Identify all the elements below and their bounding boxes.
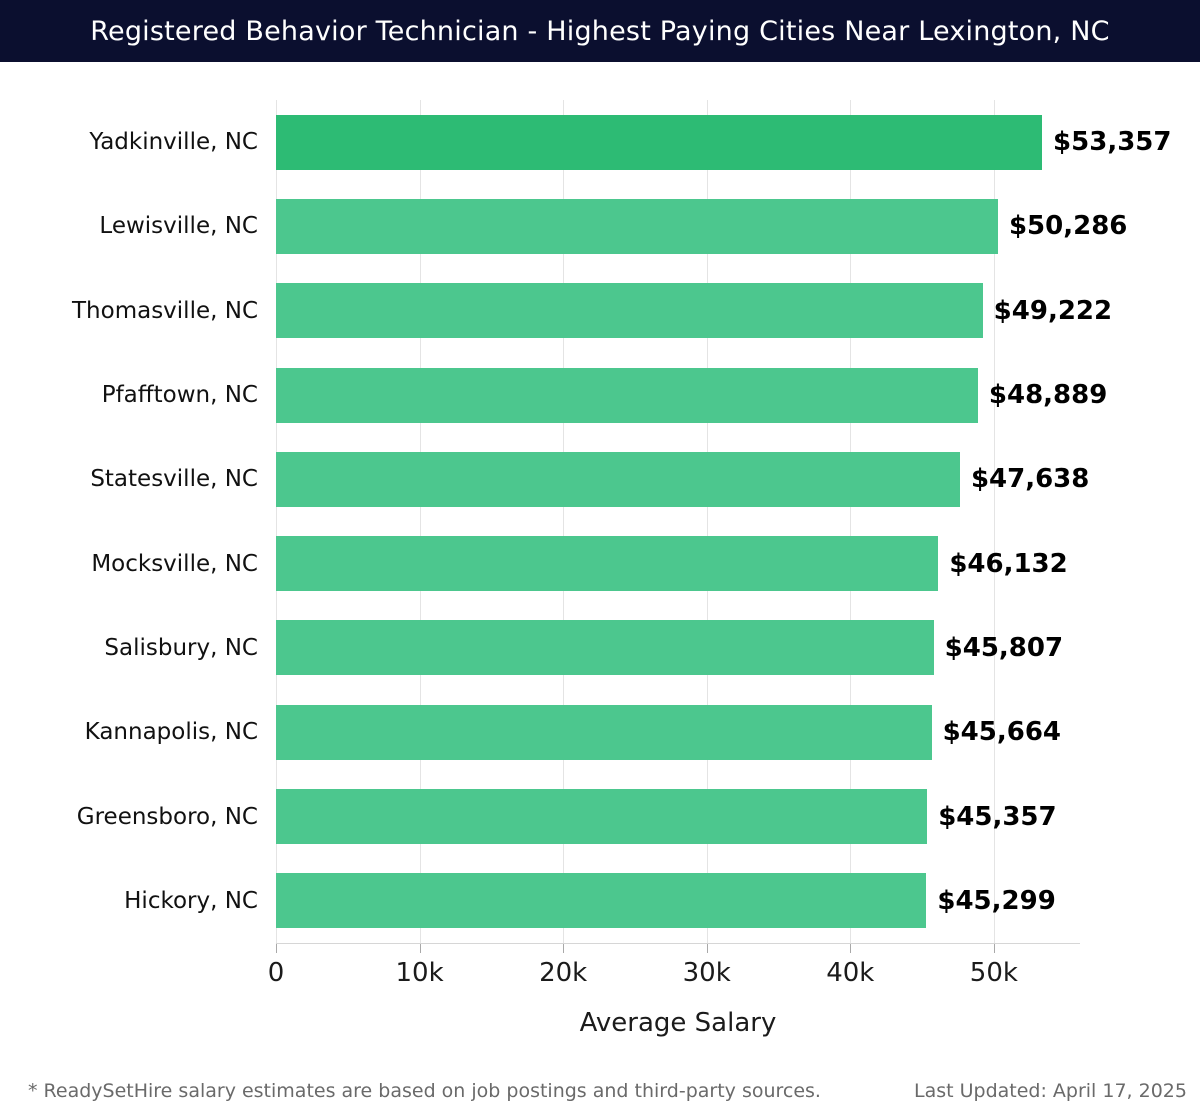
gridline <box>850 100 852 943</box>
value-label: $47,638 <box>970 464 1090 495</box>
salary-bar <box>276 704 932 760</box>
salary-bar <box>276 198 998 254</box>
x-axis-tick-labels: 0 10k 20k 30k 40k 50k <box>268 958 1080 990</box>
tick-label: 20k <box>539 958 588 988</box>
salary-bar <box>276 451 960 507</box>
bar-row: Statesville, NC $47,638 <box>90 437 1089 521</box>
gridline <box>993 100 995 943</box>
tick-label: 50k <box>969 958 1018 988</box>
value-label: $45,299 <box>937 885 1056 916</box>
gridline <box>419 100 421 943</box>
bar-row: Greensboro, NC $45,357 <box>77 774 1080 858</box>
category-label: Mocksville, NC <box>91 550 258 577</box>
bar-row: Yadkinville, NC $53,357 <box>89 100 1171 184</box>
value-label: $45,664 <box>942 717 1062 748</box>
bar-row: Hickory, NC $45,299 <box>124 859 1080 943</box>
tick-mark <box>563 944 565 953</box>
value-label: $46,132 <box>949 548 1068 579</box>
tick-mark <box>276 944 277 953</box>
bar-row: Pfafftown, NC $48,889 <box>102 353 1107 437</box>
category-label: Greensboro, NC <box>76 803 258 830</box>
salary-bar <box>276 283 983 339</box>
value-label: $53,357 <box>1053 127 1172 158</box>
tick-mark <box>993 944 995 953</box>
salary-bar <box>276 620 934 676</box>
salary-bar <box>276 536 939 592</box>
bar-row: Salisbury, NC $45,807 <box>104 606 1080 690</box>
category-label: Statesville, NC <box>90 466 258 493</box>
category-label: Thomasville, NC <box>72 297 258 324</box>
category-label: Salisbury, NC <box>104 634 258 661</box>
gridline <box>706 100 708 943</box>
category-label: Kannapolis, NC <box>84 719 258 746</box>
category-label: Pfafftown, NC <box>101 382 258 409</box>
bar-row: Mocksville, NC $46,132 <box>91 521 1080 605</box>
footer-note: * ReadySetHire salary estimates are base… <box>28 1080 821 1102</box>
value-label: $49,222 <box>993 295 1113 326</box>
value-label: $48,889 <box>988 380 1108 411</box>
gridline <box>276 100 277 943</box>
value-label: $50,286 <box>1008 211 1128 242</box>
tick-mark <box>850 944 852 953</box>
salary-bar <box>276 873 927 929</box>
tick-label: 10k <box>395 958 444 988</box>
x-axis-title: Average Salary <box>579 1008 777 1038</box>
salary-bar <box>276 114 1043 170</box>
tick-label: 30k <box>682 958 731 988</box>
gridlines <box>276 100 1080 943</box>
bar-row: Thomasville, NC $49,222 <box>72 269 1112 353</box>
value-label: $45,357 <box>938 801 1057 832</box>
footer-last-updated: Last Updated: April 17, 2025 <box>913 1080 1187 1102</box>
x-axis-tick-marks <box>276 944 1080 953</box>
bar-row: Kannapolis, NC $45,664 <box>85 690 1080 774</box>
tick-mark <box>419 944 421 953</box>
category-label: Yadkinville, NC <box>89 129 258 156</box>
tick-label: 40k <box>826 958 875 988</box>
bar-rows: Yadkinville, NC $53,357 Lewisville, NC $50,… <box>72 100 1171 943</box>
category-label: Lewisville, NC <box>99 213 258 240</box>
bar-row: Lewisville, NC $50,286 <box>99 184 1127 268</box>
tick-mark <box>706 944 708 953</box>
salary-bar <box>276 367 978 423</box>
x-axis-line <box>276 943 1080 944</box>
page-title: Registered Behavior Technician - Highest… <box>90 15 1110 47</box>
category-label: Hickory, NC <box>124 887 258 914</box>
value-label: $45,807 <box>944 632 1064 663</box>
gridline <box>563 100 565 943</box>
salary-bar <box>276 789 928 845</box>
tick-label: 0 <box>267 958 285 988</box>
plot-area: Yadkinville, NC $53,357 Lewisville, NC $50,… <box>72 100 1171 943</box>
title-bar: Registered Behavior Technician - Highest… <box>0 0 1200 62</box>
